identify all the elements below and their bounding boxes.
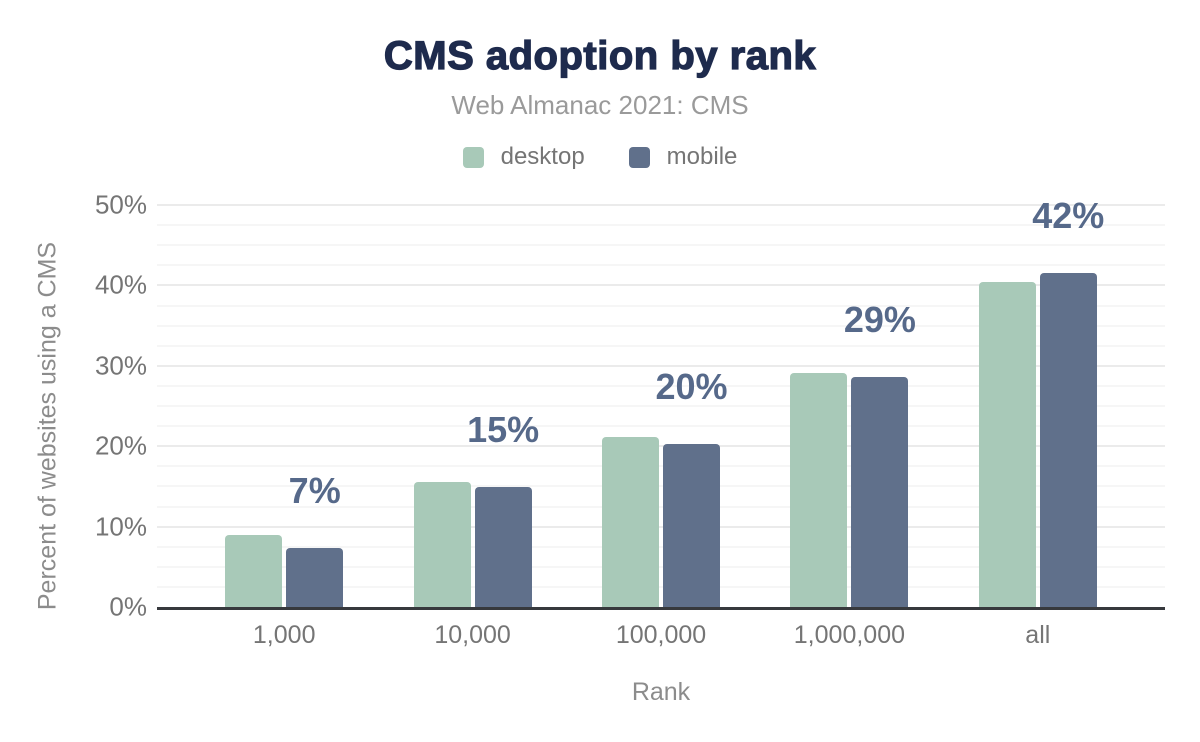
x-axis-line bbox=[157, 607, 1165, 610]
minor-gridline bbox=[157, 304, 1165, 307]
legend-label-desktop: desktop bbox=[500, 143, 585, 170]
bar-value-label: 29% bbox=[843, 299, 916, 341]
minor-gridline bbox=[157, 264, 1165, 267]
legend-item-desktop: desktop bbox=[462, 143, 585, 171]
bar-mobile-1 bbox=[474, 487, 532, 607]
x-tick-label: 100,000 bbox=[615, 621, 707, 649]
mobile-swatch-icon bbox=[628, 146, 650, 168]
minor-gridline bbox=[157, 545, 1165, 548]
major-gridline bbox=[157, 445, 1165, 448]
minor-gridline bbox=[157, 324, 1165, 327]
bar-desktop-4 bbox=[978, 282, 1036, 607]
legend-item-mobile: mobile bbox=[628, 143, 738, 171]
y-tick-label: 20% bbox=[94, 430, 147, 461]
y-tick-label: 40% bbox=[94, 269, 147, 300]
minor-gridline bbox=[157, 465, 1165, 468]
bar-mobile-2 bbox=[663, 443, 720, 607]
desktop-swatch-icon bbox=[462, 146, 484, 168]
minor-gridline bbox=[157, 505, 1165, 508]
major-gridline bbox=[157, 284, 1165, 287]
chart-title: CMS adoption by rank bbox=[383, 33, 817, 78]
chart-subtitle: Web Almanac 2021: CMS bbox=[451, 90, 749, 120]
x-tick-label: all bbox=[1025, 621, 1051, 649]
minor-gridline bbox=[157, 425, 1165, 428]
major-gridline bbox=[157, 364, 1165, 367]
bar-mobile-3 bbox=[851, 377, 909, 607]
x-tick-label: 10,000 bbox=[434, 621, 511, 649]
bar-desktop-2 bbox=[602, 437, 659, 607]
bar-desktop-1 bbox=[413, 481, 471, 607]
x-axis-title: Rank bbox=[631, 678, 691, 706]
y-tick-label: 50% bbox=[94, 189, 147, 220]
major-gridline bbox=[157, 525, 1165, 528]
minor-gridline bbox=[157, 405, 1165, 407]
minor-gridline bbox=[157, 565, 1165, 568]
bar-value-label: 42% bbox=[1032, 194, 1105, 236]
bar-desktop-3 bbox=[790, 373, 848, 607]
y-tick-label: 30% bbox=[94, 350, 147, 381]
plot-area: 7% 15% 20% 29% 42% bbox=[157, 195, 1165, 610]
bar-mobile-4 bbox=[1039, 272, 1097, 607]
bar-value-label: 20% bbox=[655, 365, 728, 407]
minor-gridline bbox=[157, 485, 1165, 488]
bar-value-label: 7% bbox=[288, 470, 341, 512]
minor-gridline bbox=[157, 384, 1165, 387]
x-tick-label: 1,000 bbox=[252, 621, 316, 649]
legend: desktop mobile bbox=[0, 143, 1200, 171]
major-gridline bbox=[157, 204, 1165, 206]
minor-gridline bbox=[157, 585, 1165, 588]
legend-label-mobile: mobile bbox=[666, 143, 738, 170]
minor-gridline bbox=[157, 344, 1165, 347]
minor-gridline bbox=[157, 224, 1165, 227]
y-tick-label: 10% bbox=[94, 511, 147, 542]
y-tick-label: 0% bbox=[109, 591, 147, 622]
minor-gridline bbox=[157, 244, 1165, 247]
bar-mobile-0 bbox=[286, 548, 344, 607]
x-tick-label: 1,000,000 bbox=[793, 621, 905, 649]
bar-desktop-0 bbox=[225, 535, 283, 607]
bar-value-label: 15% bbox=[467, 409, 540, 451]
